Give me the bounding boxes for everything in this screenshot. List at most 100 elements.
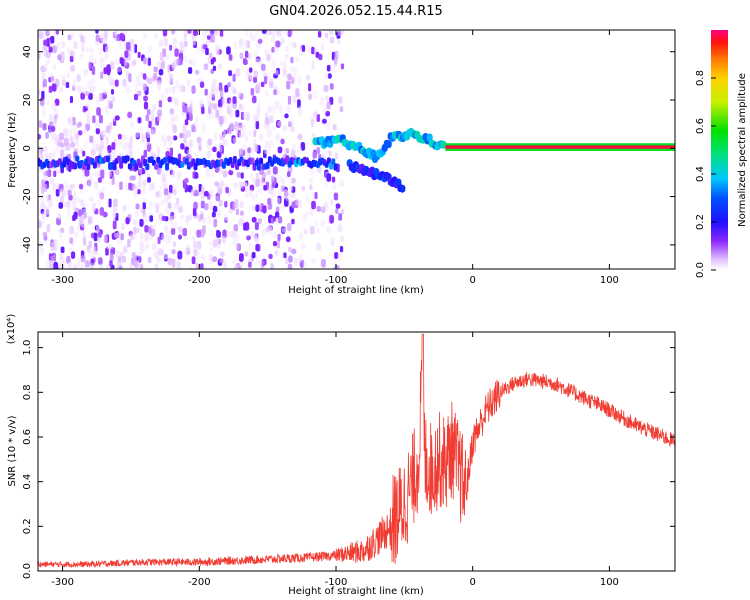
spectrogram-cell <box>99 263 104 269</box>
spectrogram-cell <box>101 130 105 140</box>
spectrogram-cell <box>42 183 48 193</box>
spectrogram-cell <box>142 213 147 223</box>
spectrogram-cell <box>271 189 277 198</box>
spectrogram-cell <box>42 231 48 237</box>
spectrogram-cell <box>110 80 115 87</box>
spectrogram-cell <box>89 135 94 143</box>
spectrogram-cell <box>297 99 301 109</box>
spectrogram-cell <box>49 177 54 183</box>
spectrogram-cell <box>270 175 275 183</box>
spectrogram-cell <box>287 171 291 178</box>
spectrogram-cell <box>325 110 331 117</box>
spectrogram-cell <box>328 30 334 36</box>
spectrogram-cell <box>43 39 48 46</box>
spectrogram-cell <box>214 30 218 36</box>
spectrogram-cell <box>191 124 195 133</box>
spectrogram-cell <box>247 130 253 136</box>
spectrogram-cell <box>232 202 236 211</box>
spectrogram-cell <box>69 136 74 143</box>
spectrogram-cell <box>172 135 178 141</box>
spectrogram-cell <box>54 264 58 269</box>
spectrogram-cell <box>45 170 50 177</box>
spectrogram-cell <box>67 128 72 138</box>
spectrogram-cell <box>333 163 338 171</box>
spectrogram-cell <box>169 73 174 83</box>
spectrogram-cell <box>244 39 248 47</box>
spectrogram-cell <box>266 167 271 175</box>
spectrogram-cell <box>69 237 74 244</box>
spectrogram-cell <box>84 105 88 112</box>
spectrogram-cell <box>38 182 42 191</box>
spectrogram-cell <box>144 224 149 233</box>
spectrogram-cell <box>48 46 53 53</box>
spectrogram-cell <box>311 191 316 200</box>
spectrogram-cell <box>38 120 43 129</box>
spectrogram-cell <box>172 241 177 248</box>
spectrogram-cell <box>187 67 193 74</box>
spectrogram-cell <box>160 61 165 70</box>
spectrogram-cell <box>223 214 229 221</box>
spectrogram-cell <box>38 51 41 60</box>
spectrogram-cell <box>104 234 108 242</box>
spectrogram-cell <box>167 235 172 244</box>
spectrogram-cell <box>108 198 112 208</box>
spectrogram-cell <box>134 84 138 93</box>
spectrogram-cell <box>326 64 331 72</box>
y-tick-label: 1.0 <box>22 340 33 356</box>
spectrogram-cell <box>113 118 117 126</box>
x-tick-label: -200 <box>188 275 211 286</box>
spectrogram-cell <box>143 32 147 39</box>
spectrogram-cell <box>218 99 223 108</box>
spectrogram-cell <box>268 82 274 89</box>
spectrogram-cell <box>129 136 133 142</box>
spectrogram-cell <box>279 61 285 67</box>
spectrogram-cell <box>218 145 223 153</box>
spectrogram-cell <box>177 226 183 233</box>
spectrogram-cell <box>326 173 332 182</box>
spectrogram-cell <box>122 245 128 254</box>
spectrogram-cell <box>291 186 296 194</box>
spectrogram-cell <box>75 155 80 162</box>
spectrogram-cell <box>52 102 57 111</box>
spectrogram-cell <box>235 125 239 135</box>
spectrogram-cell <box>186 248 191 255</box>
spectrogram-cell <box>70 251 76 259</box>
spectrogram-cell <box>206 113 212 119</box>
spectrogram-cell <box>112 148 117 158</box>
spectrogram-cell <box>107 170 112 177</box>
spectrogram-cell <box>196 229 201 238</box>
spectrogram-cell <box>78 209 82 217</box>
spectrogram-cell <box>311 46 315 55</box>
spectrogram-cell <box>164 38 168 47</box>
spectrogram-cell <box>109 102 113 109</box>
spectrogram-cell <box>95 99 100 105</box>
spectrogram-cell <box>166 135 172 142</box>
spectrogram-cell <box>330 237 335 247</box>
spectrogram-cell <box>267 105 272 113</box>
spectrogram-cell <box>157 191 162 198</box>
spectrogram-cell <box>140 167 146 175</box>
spectrogram-cell <box>45 194 50 202</box>
spectrogram-cell <box>217 187 223 196</box>
spectrogram-cell <box>90 263 95 269</box>
spectrogram-cell <box>72 265 77 269</box>
spectrogram-cell <box>132 175 136 181</box>
colorbar-tick-label: 0.0 <box>695 262 706 278</box>
spectrogram-cell <box>253 70 259 78</box>
spectrogram-cell <box>283 197 289 207</box>
spectrogram-cell <box>124 30 128 36</box>
spectrogram-cell <box>192 30 198 37</box>
spectrogram-cell <box>147 45 153 53</box>
spectrogram-cell <box>338 213 343 221</box>
spectrogram-cell <box>200 76 205 83</box>
spectrogram-cell <box>241 214 245 223</box>
spectrogram-cell <box>53 239 58 247</box>
spectrogram-cell <box>82 229 87 238</box>
spectrogram-cell <box>295 257 300 264</box>
spectrogram-cell <box>204 203 209 211</box>
spectrogram-cell <box>124 50 129 58</box>
spectrogram-cell <box>308 93 312 100</box>
spectrogram-cell <box>78 183 84 190</box>
spectrogram-cell <box>83 211 88 219</box>
